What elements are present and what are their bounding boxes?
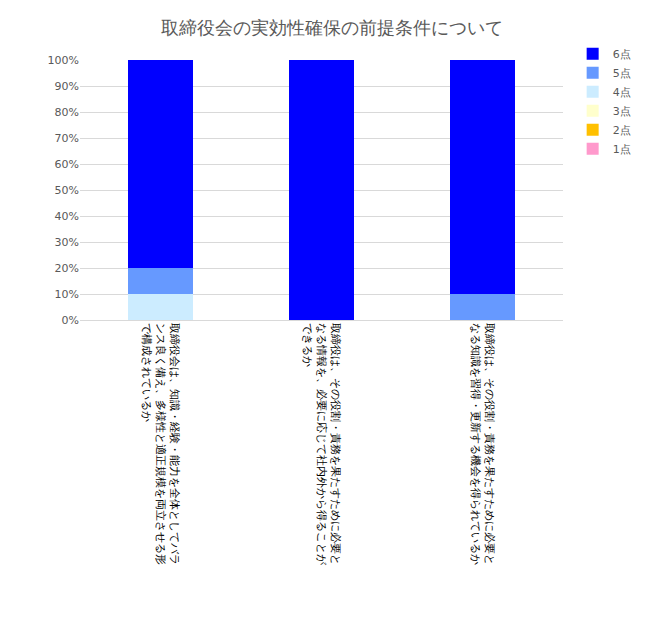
svg-text:100%: 100% (48, 54, 79, 67)
svg-text:30%: 30% (55, 236, 79, 249)
svg-text:10%: 10% (55, 288, 79, 301)
svg-text:取締役会の実効性確保の前提条件について: 取締役会の実効性確保の前提条件について (161, 17, 503, 38)
svg-text:2点: 2点 (613, 124, 631, 137)
svg-text:60%: 60% (55, 158, 79, 171)
svg-text:70%: 70% (55, 132, 79, 145)
svg-text:3点: 3点 (613, 105, 631, 118)
svg-text:90%: 90% (55, 80, 79, 93)
svg-text:0%: 0% (62, 314, 79, 327)
svg-text:20%: 20% (55, 262, 79, 275)
svg-text:取締役は、その役割・責務を果たすために必要となる知識を習得・: 取締役は、その役割・責務を果たすために必要となる知識を習得・更新する機会を得られ… (469, 323, 496, 565)
svg-text:5点: 5点 (613, 67, 631, 80)
svg-text:1点: 1点 (613, 143, 631, 156)
svg-text:50%: 50% (55, 184, 79, 197)
svg-text:4点: 4点 (613, 86, 631, 99)
svg-text:取締役は、その役割・責務を果たすために必要となる情報を、必要: 取締役は、その役割・責務を果たすために必要となる情報を、必要に応じて社内外から得… (301, 323, 343, 566)
svg-text:80%: 80% (55, 106, 79, 119)
svg-text:40%: 40% (55, 210, 79, 223)
svg-text:6点: 6点 (613, 48, 631, 61)
svg-text:取締役会は、知識・経験・能力を全体としてバランス良く備え、多: 取締役会は、知識・経験・能力を全体としてバランス良く備え、多様性と適正規模を両立… (140, 323, 182, 565)
